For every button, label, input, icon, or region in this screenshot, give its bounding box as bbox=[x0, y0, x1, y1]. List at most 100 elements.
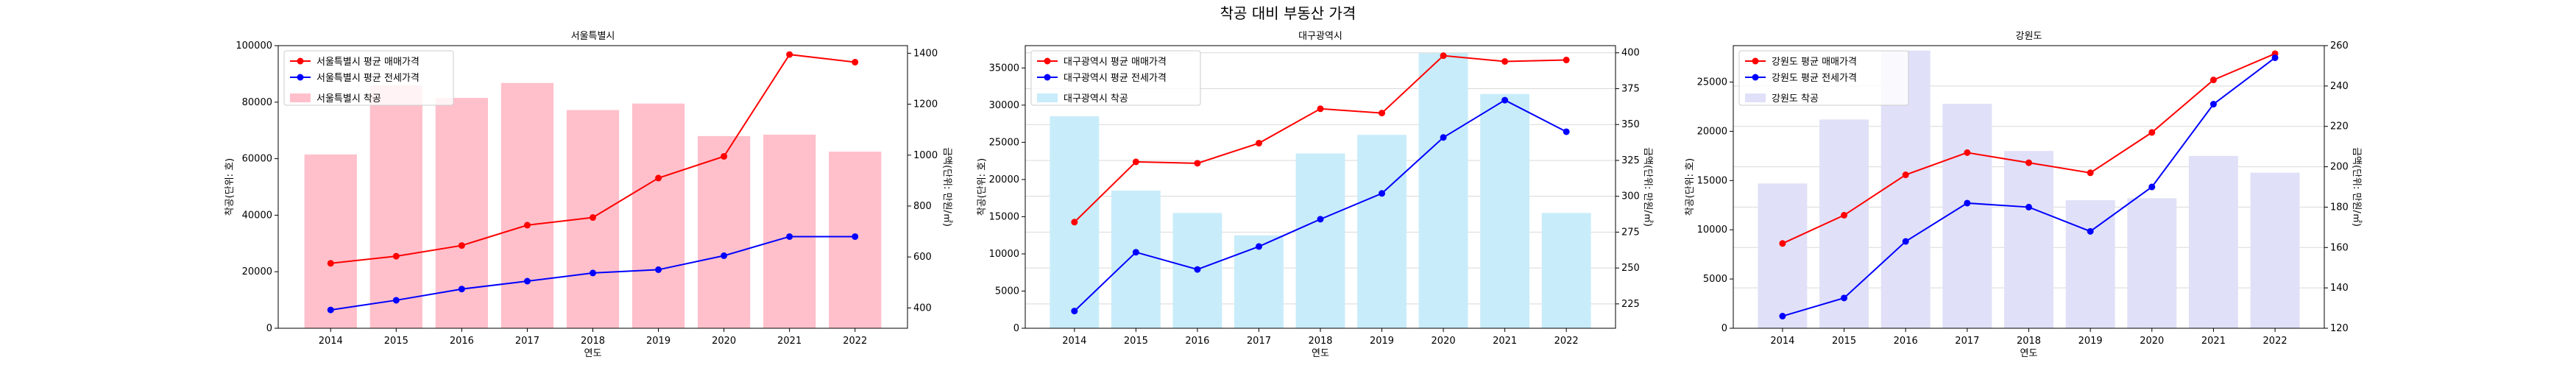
data-point bbox=[392, 252, 400, 260]
y-left-tick-label: 20000 bbox=[989, 174, 1019, 185]
x-tick-label: 2021 bbox=[2201, 336, 2226, 347]
x-tick-label: 2016 bbox=[1185, 336, 1209, 347]
x-tick-label: 2016 bbox=[450, 336, 474, 347]
y-right-tick-label: 220 bbox=[2330, 121, 2349, 132]
data-point bbox=[590, 269, 596, 277]
data-point bbox=[852, 58, 859, 66]
data-point bbox=[1132, 158, 1139, 166]
data-point bbox=[1902, 171, 1909, 179]
y-left-axis-label: 착공(단위: 호) bbox=[224, 158, 236, 216]
y-right-axis-label: 금액(단위: 만원/㎡) bbox=[2351, 147, 2362, 227]
data-point bbox=[1255, 140, 1262, 147]
y-right-tick-label: 1000 bbox=[913, 150, 938, 161]
bar bbox=[1357, 135, 1406, 328]
bar bbox=[2188, 155, 2238, 328]
x-tick-label: 2016 bbox=[1894, 336, 1918, 347]
legend-marker bbox=[297, 57, 304, 65]
bar bbox=[1880, 50, 1931, 329]
bar bbox=[1942, 103, 1992, 328]
y-right-tick-label: 240 bbox=[2330, 81, 2349, 92]
x-axis-label: 연도 bbox=[1312, 348, 1329, 359]
legend-label: 강원도 착공 bbox=[1772, 93, 1819, 105]
x-tick-label: 2014 bbox=[1062, 336, 1086, 347]
bar bbox=[1819, 119, 1869, 328]
x-tick-label: 2020 bbox=[1432, 336, 1456, 347]
y-left-tick-label: 10000 bbox=[989, 249, 1019, 260]
x-tick-label: 2018 bbox=[1308, 336, 1332, 347]
legend-bar-swatch bbox=[1037, 93, 1058, 102]
data-point bbox=[852, 233, 859, 240]
y-left-tick-label: 15000 bbox=[989, 211, 1019, 222]
y-right-tick-label: 1200 bbox=[913, 99, 938, 110]
y-right-tick-label: 1400 bbox=[913, 48, 938, 59]
data-point bbox=[2025, 203, 2032, 210]
x-tick-label: 2020 bbox=[712, 336, 736, 347]
data-point bbox=[2087, 169, 2094, 177]
y-right-axis-label: 금액(단위: 만원/㎡) bbox=[941, 147, 952, 227]
data-point bbox=[1379, 190, 1386, 197]
x-tick-label: 2015 bbox=[1124, 336, 1148, 347]
series-line bbox=[330, 236, 855, 311]
legend-marker bbox=[1752, 57, 1759, 65]
bar bbox=[1111, 191, 1161, 328]
data-point bbox=[523, 277, 531, 285]
data-point bbox=[1440, 134, 1447, 141]
series-line bbox=[1074, 99, 1567, 312]
y-right-tick-label: 600 bbox=[913, 252, 932, 263]
bar bbox=[500, 82, 554, 329]
data-point bbox=[1071, 308, 1078, 315]
y-left-tick-label: 15000 bbox=[1697, 175, 1727, 186]
y-right-tick-label: 400 bbox=[1621, 48, 1640, 59]
y-right-tick-label: 160 bbox=[2330, 242, 2349, 253]
data-point bbox=[2087, 227, 2094, 235]
y-left-tick-label: 30000 bbox=[989, 100, 1019, 111]
series-line bbox=[1782, 53, 2276, 244]
data-point bbox=[1379, 110, 1386, 117]
x-tick-label: 2022 bbox=[2263, 336, 2287, 347]
bar bbox=[1295, 153, 1345, 328]
y-right-tick-label: 140 bbox=[2330, 283, 2349, 294]
y-right-tick-label: 800 bbox=[913, 201, 932, 212]
y-left-tick-label: 60000 bbox=[242, 154, 272, 165]
y-right-tick-label: 120 bbox=[2330, 323, 2349, 334]
data-point bbox=[786, 51, 793, 58]
bar bbox=[1234, 235, 1284, 328]
data-point bbox=[2209, 101, 2217, 108]
data-point bbox=[1841, 211, 1848, 219]
legend-box bbox=[1030, 50, 1201, 106]
data-point bbox=[1194, 266, 1201, 273]
x-tick-label: 2017 bbox=[515, 336, 539, 347]
legend-bar-swatch bbox=[1745, 93, 1766, 102]
data-point bbox=[392, 297, 400, 304]
data-point bbox=[590, 214, 596, 222]
legend-marker bbox=[1044, 57, 1051, 65]
x-tick-label: 2021 bbox=[777, 336, 802, 347]
data-point bbox=[1194, 160, 1201, 167]
data-point bbox=[1071, 219, 1078, 226]
data-point bbox=[1255, 243, 1262, 250]
y-left-tick-label: 0 bbox=[1013, 323, 1019, 334]
legend-label: 서울특별시 착공 bbox=[316, 93, 381, 105]
y-right-tick-label: 275 bbox=[1621, 227, 1640, 238]
chart-title: 강원도 bbox=[2016, 31, 2042, 42]
y-left-axis-label: 착공(단위: 호) bbox=[1685, 158, 1696, 216]
data-point bbox=[1779, 240, 1786, 247]
data-point bbox=[1317, 216, 1324, 223]
bar bbox=[2250, 172, 2300, 328]
x-axis-label: 연도 bbox=[584, 348, 602, 359]
data-point bbox=[2148, 183, 2156, 191]
data-point bbox=[1132, 249, 1139, 256]
data-point bbox=[1964, 199, 1971, 207]
bar bbox=[1050, 116, 1100, 328]
bar bbox=[698, 135, 751, 328]
bar bbox=[631, 103, 685, 328]
data-point bbox=[523, 222, 531, 229]
legend-label: 대구광역시 착공 bbox=[1064, 93, 1128, 105]
x-tick-label: 2017 bbox=[1955, 336, 1979, 347]
data-point bbox=[1501, 57, 1509, 65]
data-point bbox=[655, 266, 662, 273]
bar bbox=[763, 134, 816, 328]
